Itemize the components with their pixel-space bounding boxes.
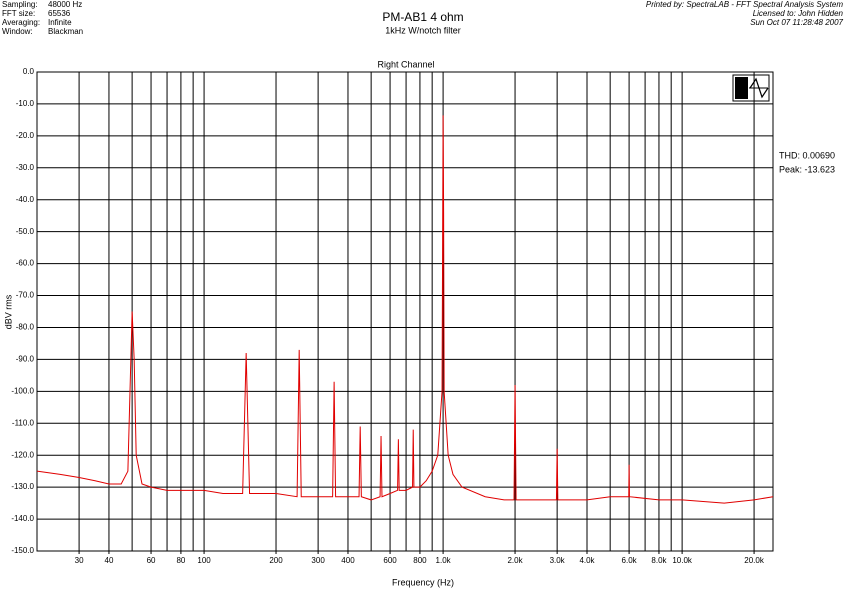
x-tick-label: 10.0k: [672, 556, 693, 565]
y-tick-label: -20.0: [16, 131, 35, 140]
x-tick-label: 2.0k: [507, 556, 523, 565]
x-tick-label: 60: [147, 556, 156, 565]
header-label: Averaging:: [2, 18, 40, 27]
y-tick-label: -130.0: [11, 482, 34, 491]
x-tick-label: 80: [176, 556, 185, 565]
header-label: Window:: [2, 27, 33, 36]
page-title: PM-AB1 4 ohm: [382, 10, 463, 24]
annotation: THD: 0.00690: [779, 150, 835, 160]
y-tick-label: -90.0: [16, 355, 35, 364]
chart-title: Right Channel: [377, 59, 434, 69]
y-tick-label: -120.0: [11, 450, 34, 459]
y-tick-label: -70.0: [16, 291, 35, 300]
y-axis-label: dBV rms: [3, 294, 13, 329]
page-subtitle: 1kHz W/notch filter: [385, 25, 461, 35]
header-value: 48000 Hz: [48, 0, 82, 9]
x-tick-label: 200: [269, 556, 283, 565]
y-tick-label: -60.0: [16, 259, 35, 268]
logo: [732, 74, 770, 102]
header-info: Printed by: SpectraLAB - FFT Spectral An…: [646, 0, 843, 9]
header-label: Sampling:: [2, 0, 38, 9]
x-tick-label: 800: [413, 556, 427, 565]
header-value: Infinite: [48, 18, 72, 27]
x-tick-label: 6.0k: [622, 556, 638, 565]
x-tick-label: 1.0k: [436, 556, 452, 565]
annotation: Peak: -13.623: [779, 164, 835, 174]
y-tick-label: -110.0: [12, 418, 35, 427]
header-value: 65536: [48, 9, 71, 18]
x-tick-label: 20.0k: [744, 556, 765, 565]
header-value: Blackman: [48, 27, 83, 36]
x-tick-label: 8.0k: [651, 556, 667, 565]
x-tick-label: 300: [311, 556, 325, 565]
spectrum-line: [36, 115, 774, 504]
x-axis-label: Frequency (Hz): [392, 577, 454, 587]
y-tick-label: -100.0: [11, 386, 34, 395]
x-tick-label: 600: [383, 556, 397, 565]
plot-frame: [36, 71, 774, 552]
y-tick-label: -10.0: [16, 99, 35, 108]
header-label: FFT size:: [2, 9, 35, 18]
x-tick-label: 3.0k: [550, 556, 566, 565]
x-tick-label: 400: [341, 556, 355, 565]
x-tick-label: 4.0k: [579, 556, 595, 565]
y-tick-label: -140.0: [11, 514, 34, 523]
y-tick-label: -40.0: [16, 195, 35, 204]
x-tick-label: 100: [197, 556, 211, 565]
y-tick-label: -30.0: [16, 163, 35, 172]
x-tick-label: 40: [105, 556, 114, 565]
y-tick-label: -150.0: [11, 546, 34, 555]
y-tick-label: 0.0: [23, 67, 35, 76]
y-tick-label: -50.0: [16, 227, 35, 236]
header-info: Sun Oct 07 11:28:48 2007: [750, 18, 843, 27]
x-tick-label: 30: [75, 556, 84, 565]
y-tick-label: -80.0: [16, 323, 35, 332]
header-info: Licensed to: John Hidden: [753, 9, 844, 18]
